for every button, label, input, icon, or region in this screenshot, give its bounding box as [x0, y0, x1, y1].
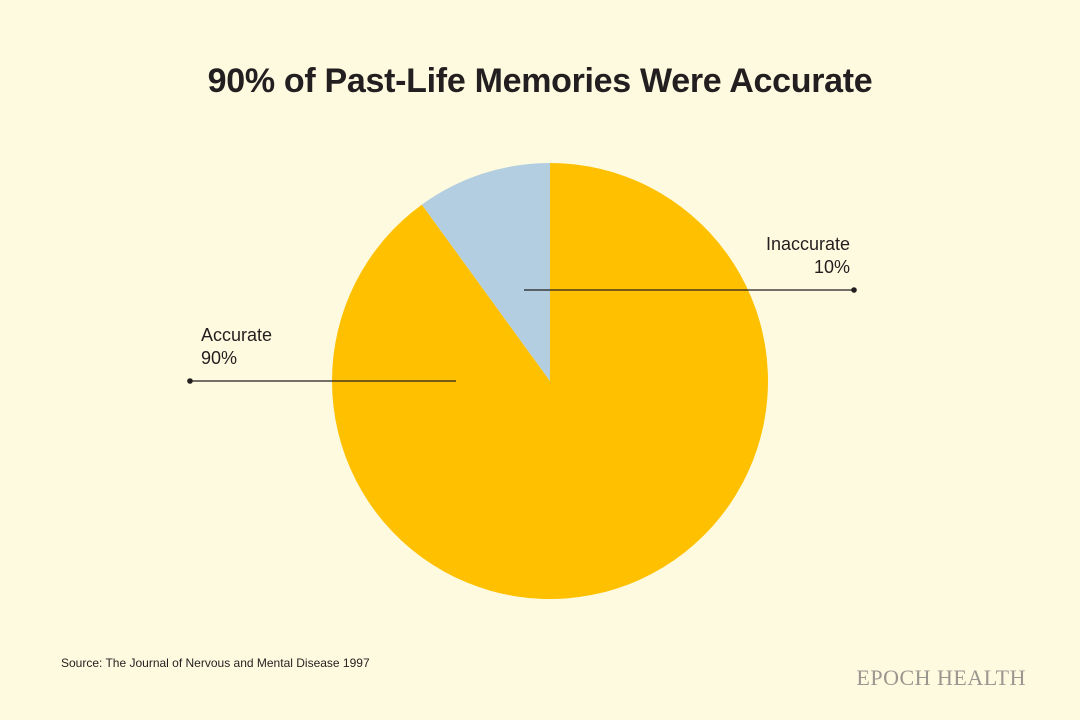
brand-logo: EPOCH HEALTH — [856, 665, 1026, 690]
pie-slice-accurate — [331, 163, 768, 599]
leader-dot-inaccurate — [851, 287, 857, 293]
slice-name-accurate: Accurate — [201, 325, 273, 345]
leader-lines — [187, 287, 857, 384]
pie-slices — [331, 163, 768, 599]
chart-title: 90% of Past-Life Memories Were Accurate — [207, 62, 873, 100]
slice-label-accurate: Accurate 90% — [201, 324, 272, 370]
leader-dot-accurate — [187, 378, 193, 384]
slice-label-inaccurate: Inaccurate 10% — [700, 233, 850, 279]
slice-name-inaccurate: Inaccurate — [765, 234, 850, 254]
slice-value-inaccurate: 10% — [813, 257, 850, 277]
source-note: Source: The Journal of Nervous and Menta… — [61, 656, 370, 670]
slice-value-accurate: 90% — [201, 348, 238, 368]
pie-slice-inaccurate — [421, 163, 550, 381]
